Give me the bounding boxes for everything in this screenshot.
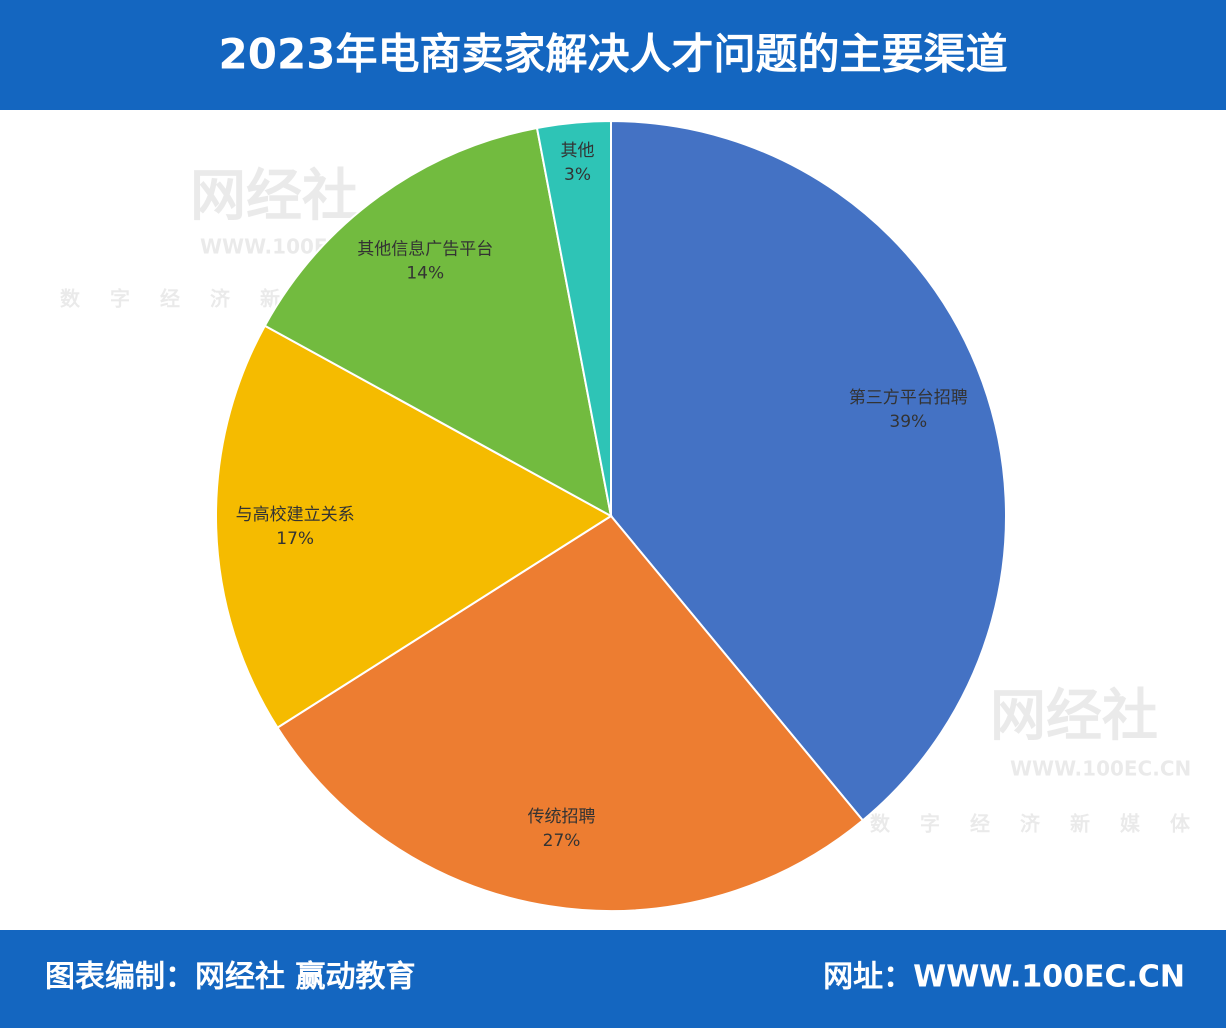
watermark-brand: 网经社 [990, 684, 1158, 749]
watermark-brand: 网经社 [190, 164, 358, 229]
pie-slice [276, 514, 865, 912]
slice-label: 其他信息广告平台 [357, 239, 493, 259]
watermark-url: WWW.100EC.CN [1010, 757, 1191, 781]
header-bar [0, 0, 1226, 110]
value-label: 17% [276, 529, 314, 549]
value-label: 39% [889, 412, 927, 432]
pie-slice [263, 126, 613, 518]
pie-slice [610, 119, 1007, 822]
value-label: 14% [406, 263, 444, 283]
slice-label: 传统招聘 [528, 807, 596, 827]
pie-slice [215, 324, 613, 730]
slice-label: 其他 [561, 141, 595, 161]
slice-label: 第三方平台招聘 [849, 388, 968, 408]
pie: 第三方平台招聘 39% 传统招聘 27% 与高校建立关系 17% 其他信息广告平台 14% 其他… [215, 119, 1007, 912]
slice-label: 与高校建立关系 [236, 505, 355, 525]
footer-website: 网址：WWW.100EC.CN [823, 960, 1185, 995]
pie-slice [535, 119, 612, 517]
footer-bar [0, 930, 1226, 1028]
footer-credit: 图表编制：网经社 赢动教育 [45, 960, 415, 995]
value-label: 27% [543, 831, 581, 851]
value-label: 3% [564, 165, 591, 185]
watermark-slogan: 数字经济新媒体 [870, 812, 1220, 836]
chart-title: 2023年电商卖家解决人才问题的主要渠道 [219, 30, 1008, 79]
